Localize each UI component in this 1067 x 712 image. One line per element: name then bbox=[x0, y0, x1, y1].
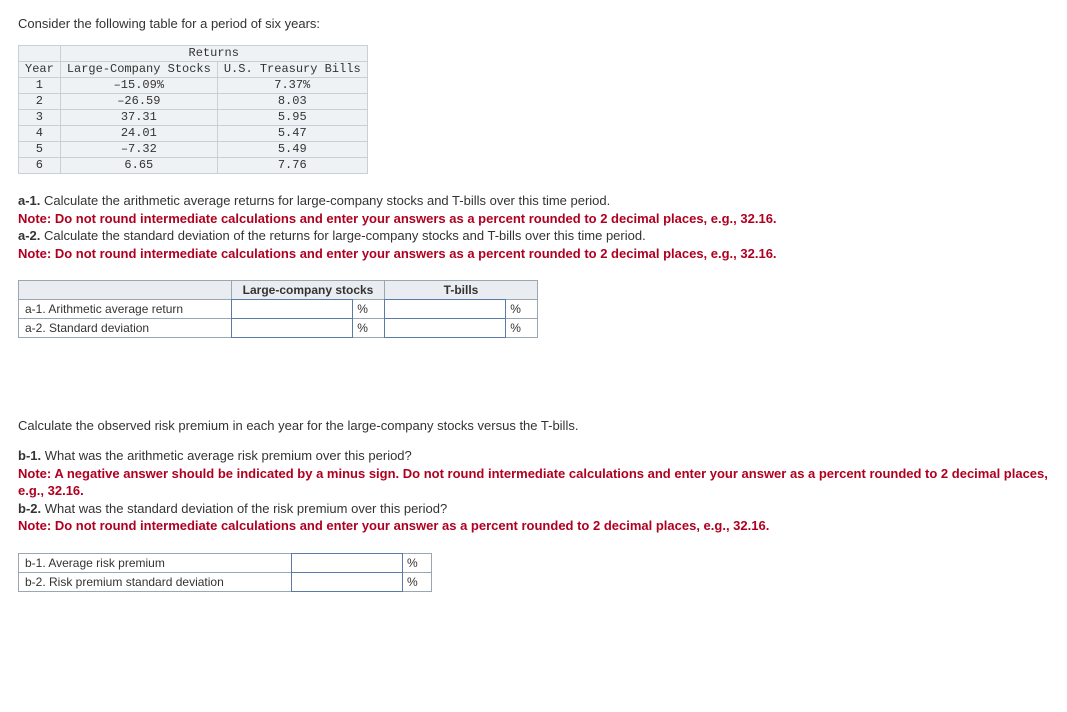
unit-label: % bbox=[353, 319, 385, 338]
col-header-lcs: Large-company stocks bbox=[232, 281, 385, 300]
cell-tbills: 7.76 bbox=[217, 158, 367, 174]
col-header-tbills: T-bills bbox=[385, 281, 538, 300]
cell-tbills: 5.95 bbox=[217, 110, 367, 126]
col-lcs: Large-Company Stocks bbox=[60, 62, 217, 78]
b2-note: Note: Do not round intermediate calculat… bbox=[18, 518, 769, 533]
cell-tbills: 7.37% bbox=[217, 78, 367, 94]
b1-label: b-1. bbox=[18, 448, 41, 463]
row-label-b1: b-1. Average risk premium bbox=[19, 553, 292, 572]
row-label-a1: a-1. Arithmetic average return bbox=[19, 300, 232, 319]
table-row: 6 6.65 7.76 bbox=[19, 158, 368, 174]
a1-text: Calculate the arithmetic average returns… bbox=[40, 193, 610, 208]
input-b1[interactable] bbox=[292, 554, 402, 572]
cell-year: 1 bbox=[19, 78, 61, 94]
col-tbills: U.S. Treasury Bills bbox=[217, 62, 367, 78]
cell-tbills: 5.47 bbox=[217, 126, 367, 142]
cell-lcs: 6.65 bbox=[60, 158, 217, 174]
b2-text: What was the standard deviation of the r… bbox=[41, 501, 447, 516]
unit-label: % bbox=[403, 553, 432, 572]
intro-text: Consider the following table for a perio… bbox=[18, 16, 1049, 31]
input-a1-lcs[interactable] bbox=[232, 300, 352, 318]
a2-label: a-2. bbox=[18, 228, 40, 243]
mid-text: Calculate the observed risk premium in e… bbox=[18, 418, 1049, 433]
a2-text: Calculate the standard deviation of the … bbox=[40, 228, 645, 243]
unit-label: % bbox=[506, 300, 538, 319]
cell-tbills: 5.49 bbox=[217, 142, 367, 158]
answer-table-b: b-1. Average risk premium % b-2. Risk pr… bbox=[18, 553, 432, 592]
cell-lcs: –26.59 bbox=[60, 94, 217, 110]
a2-note: Note: Do not round intermediate calculat… bbox=[18, 246, 777, 261]
cell-lcs: –7.32 bbox=[60, 142, 217, 158]
unit-label: % bbox=[353, 300, 385, 319]
table-row: 1 –15.09% 7.37% bbox=[19, 78, 368, 94]
table-row: 5 –7.32 5.49 bbox=[19, 142, 368, 158]
cell-year: 4 bbox=[19, 126, 61, 142]
cell-year: 2 bbox=[19, 94, 61, 110]
cell-tbills: 8.03 bbox=[217, 94, 367, 110]
b2-label: b-2. bbox=[18, 501, 41, 516]
input-b2[interactable] bbox=[292, 573, 402, 591]
unit-label: % bbox=[403, 572, 432, 591]
row-label-a2: a-2. Standard deviation bbox=[19, 319, 232, 338]
b1-note: Note: A negative answer should be indica… bbox=[18, 466, 1048, 499]
cell-year: 5 bbox=[19, 142, 61, 158]
cell-year: 3 bbox=[19, 110, 61, 126]
blank-corner bbox=[19, 281, 232, 300]
answer-table-a: Large-company stocks T-bills a-1. Arithm… bbox=[18, 280, 538, 338]
table-row: 4 24.01 5.47 bbox=[19, 126, 368, 142]
question-block-b: b-1. What was the arithmetic average ris… bbox=[18, 447, 1049, 535]
cell-year: 6 bbox=[19, 158, 61, 174]
input-a2-tbills[interactable] bbox=[385, 319, 505, 337]
returns-super-header: Returns bbox=[60, 46, 367, 62]
returns-data-table: Returns Year Large-Company Stocks U.S. T… bbox=[18, 45, 368, 174]
cell-lcs: 24.01 bbox=[60, 126, 217, 142]
b1-text: What was the arithmetic average risk pre… bbox=[41, 448, 412, 463]
table-row: 2 –26.59 8.03 bbox=[19, 94, 368, 110]
col-year: Year bbox=[19, 62, 61, 78]
cell-lcs: 37.31 bbox=[60, 110, 217, 126]
unit-label: % bbox=[506, 319, 538, 338]
row-label-b2: b-2. Risk premium standard deviation bbox=[19, 572, 292, 591]
question-block-a: a-1. Calculate the arithmetic average re… bbox=[18, 192, 1049, 262]
a1-label: a-1. bbox=[18, 193, 40, 208]
input-a1-tbills[interactable] bbox=[385, 300, 505, 318]
cell-lcs: –15.09% bbox=[60, 78, 217, 94]
a1-note: Note: Do not round intermediate calculat… bbox=[18, 211, 777, 226]
input-a2-lcs[interactable] bbox=[232, 319, 352, 337]
table-row: 3 37.31 5.95 bbox=[19, 110, 368, 126]
